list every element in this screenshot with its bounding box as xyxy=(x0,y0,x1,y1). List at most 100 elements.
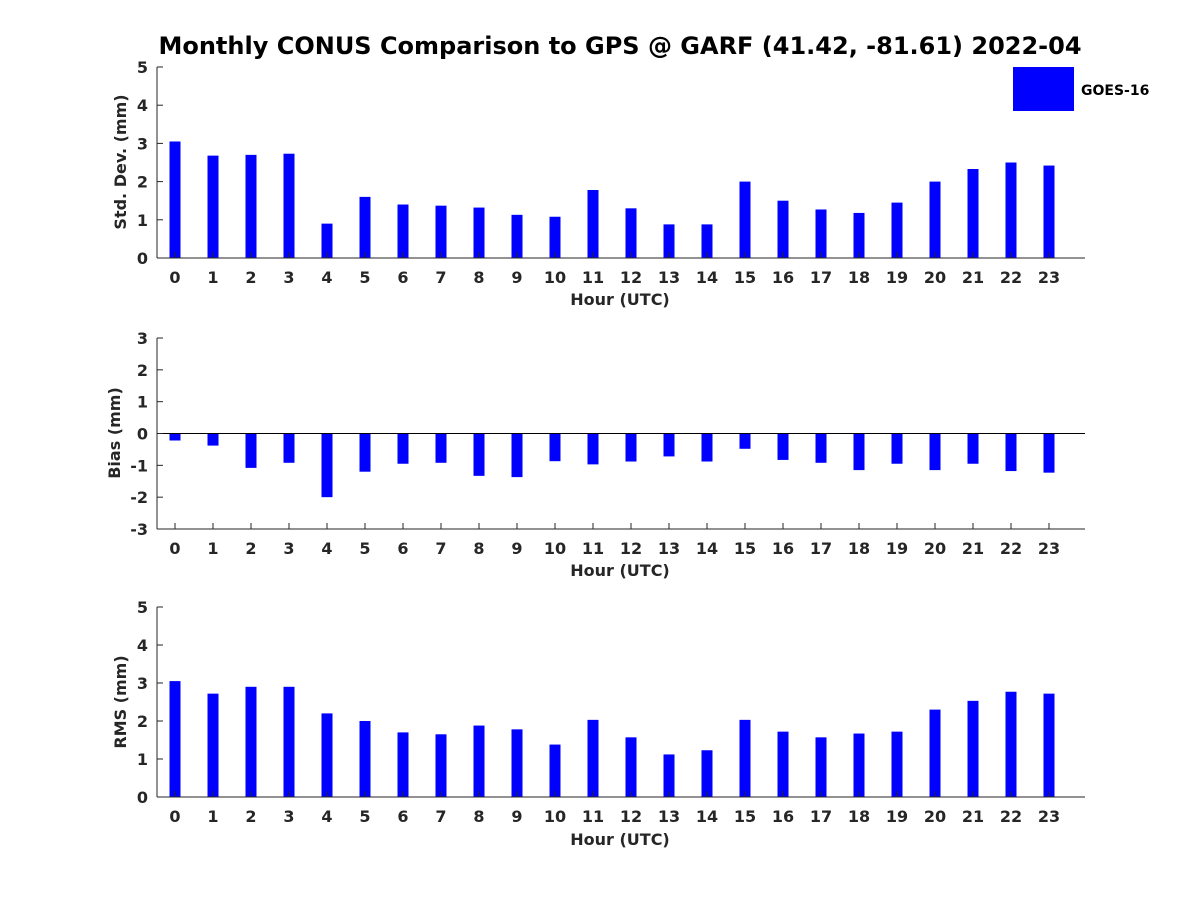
rms-x-tick-label: 14 xyxy=(696,807,718,826)
rms-x-tick-label: 8 xyxy=(473,807,484,826)
rms-bar-hour-5 xyxy=(359,721,371,797)
bias-x-tick-label: 1 xyxy=(207,539,218,558)
std-dev-bar-hour-9 xyxy=(511,214,523,258)
std-dev-x-tick-label: 18 xyxy=(848,268,870,287)
rms-y-tick-label: 3 xyxy=(137,674,148,693)
rms-x-tick-label: 19 xyxy=(886,807,908,826)
std-dev-bar-hour-17 xyxy=(815,209,827,258)
rms-bar-hour-14 xyxy=(701,750,713,797)
rms-bar-hour-8 xyxy=(473,725,485,797)
std-dev-x-tick-label: 5 xyxy=(359,268,370,287)
std-dev-bar-hour-11 xyxy=(587,190,599,258)
std-dev-y-tick-label: 4 xyxy=(137,96,148,115)
bias-x-tick-label: 2 xyxy=(245,539,256,558)
rms-x-tick-label: 3 xyxy=(283,807,294,826)
rms-bar-hour-16 xyxy=(777,731,789,797)
rms-bar-hour-2 xyxy=(245,686,257,797)
std-dev-bar-hour-21 xyxy=(967,168,979,258)
rms-bar-hour-21 xyxy=(967,700,979,797)
bias-bar-hour-0 xyxy=(169,433,181,441)
std-dev-x-tick-label: 22 xyxy=(1000,268,1022,287)
rms-x-tick-label: 9 xyxy=(511,807,522,826)
rms-y-tick-label: 2 xyxy=(137,712,148,731)
std-dev-bar-hour-2 xyxy=(245,154,257,258)
std-dev-bar-hour-1 xyxy=(207,155,219,258)
rms-x-tick-label: 10 xyxy=(544,807,566,826)
bias-x-tick-label: 20 xyxy=(924,539,946,558)
rms-bar-hour-19 xyxy=(891,731,903,797)
std-dev-x-tick-label: 12 xyxy=(620,268,642,287)
bias-x-tick-label: 17 xyxy=(810,539,832,558)
rms-bar-hour-20 xyxy=(929,709,941,797)
rms-x-tick-label: 15 xyxy=(734,807,756,826)
bias-x-tick-label: 4 xyxy=(321,539,332,558)
rms-bar-hour-1 xyxy=(207,693,219,797)
bias-x-tick-label: 19 xyxy=(886,539,908,558)
rms-x-tick-label: 11 xyxy=(582,807,604,826)
legend-swatch-goes-16 xyxy=(1013,67,1074,111)
bias-bar-hour-22 xyxy=(1005,433,1017,472)
bias-x-tick-label: 23 xyxy=(1038,539,1060,558)
rms-x-tick-label: 7 xyxy=(435,807,446,826)
rms-y-tick-label: 1 xyxy=(137,750,148,769)
std-dev-y-tick-label: 2 xyxy=(137,173,148,192)
bias-x-tick-label: 16 xyxy=(772,539,794,558)
std-dev-y-axis-label: Std. Dev. (mm) xyxy=(111,94,130,229)
bias-x-tick-label: 15 xyxy=(734,539,756,558)
bias-bar-hour-16 xyxy=(777,433,789,460)
bias-x-tick-label: 3 xyxy=(283,539,294,558)
rms-bar-hour-4 xyxy=(321,713,333,797)
std-dev-bar-hour-19 xyxy=(891,202,903,258)
rms-y-tick-label: 0 xyxy=(137,788,148,807)
std-dev-x-tick-label: 11 xyxy=(582,268,604,287)
bias-x-tick-label: 12 xyxy=(620,539,642,558)
std-dev-x-tick-label: 13 xyxy=(658,268,680,287)
bias-bar-hour-19 xyxy=(891,433,903,464)
std-dev-x-tick-label: 2 xyxy=(245,268,256,287)
rms-x-tick-label: 18 xyxy=(848,807,870,826)
std-dev-x-tick-label: 19 xyxy=(886,268,908,287)
std-dev-x-tick-label: 21 xyxy=(962,268,984,287)
rms-x-axis-label: Hour (UTC) xyxy=(570,830,670,849)
rms-bar-hour-18 xyxy=(853,733,865,797)
std-dev-bar-hour-22 xyxy=(1005,162,1017,258)
std-dev-x-tick-label: 23 xyxy=(1038,268,1060,287)
std-dev-x-tick-label: 16 xyxy=(772,268,794,287)
bias-y-tick-label: 1 xyxy=(137,393,148,412)
rms-bar-hour-7 xyxy=(435,734,447,797)
rms-x-tick-label: 17 xyxy=(810,807,832,826)
rms-y-axis-label: RMS (mm) xyxy=(111,655,130,748)
std-dev-x-tick-label: 9 xyxy=(511,268,522,287)
bias-bar-hour-13 xyxy=(663,433,675,457)
bias-x-tick-label: 6 xyxy=(397,539,408,558)
bias-y-tick-label: -1 xyxy=(130,456,148,475)
bias-x-tick-label: 14 xyxy=(696,539,718,558)
rms-x-tick-label: 21 xyxy=(962,807,984,826)
rms-x-tick-label: 0 xyxy=(169,807,180,826)
bias-y-tick-label: 3 xyxy=(137,329,148,348)
std-dev-bar-hour-7 xyxy=(435,205,447,258)
std-dev-x-axis-label: Hour (UTC) xyxy=(570,290,670,309)
std-dev-bar-hour-0 xyxy=(169,141,181,258)
bias-y-tick-label: 0 xyxy=(137,425,148,444)
std-dev-bar-hour-18 xyxy=(853,212,865,258)
rms-bar-hour-0 xyxy=(169,681,181,797)
bias-x-tick-label: 22 xyxy=(1000,539,1022,558)
std-dev-bar-hour-13 xyxy=(663,224,675,258)
rms-x-tick-label: 22 xyxy=(1000,807,1022,826)
bias-bar-hour-21 xyxy=(967,433,979,464)
std-dev-bar-hour-8 xyxy=(473,207,485,258)
std-dev-bar-hour-10 xyxy=(549,216,561,258)
rms-bar-hour-15 xyxy=(739,719,751,797)
bias-x-axis-label: Hour (UTC) xyxy=(570,561,670,580)
bias-x-tick-label: 13 xyxy=(658,539,680,558)
bias-bar-hour-8 xyxy=(473,433,485,476)
bias-bar-hour-7 xyxy=(435,433,447,463)
bias-x-tick-label: 7 xyxy=(435,539,446,558)
bias-bar-hour-12 xyxy=(625,433,637,462)
bias-bar-hour-9 xyxy=(511,433,523,478)
std-dev-bar-hour-14 xyxy=(701,224,713,258)
bias-y-tick-label: 2 xyxy=(137,361,148,380)
std-dev-x-tick-label: 3 xyxy=(283,268,294,287)
bias-bar-hour-18 xyxy=(853,433,865,471)
